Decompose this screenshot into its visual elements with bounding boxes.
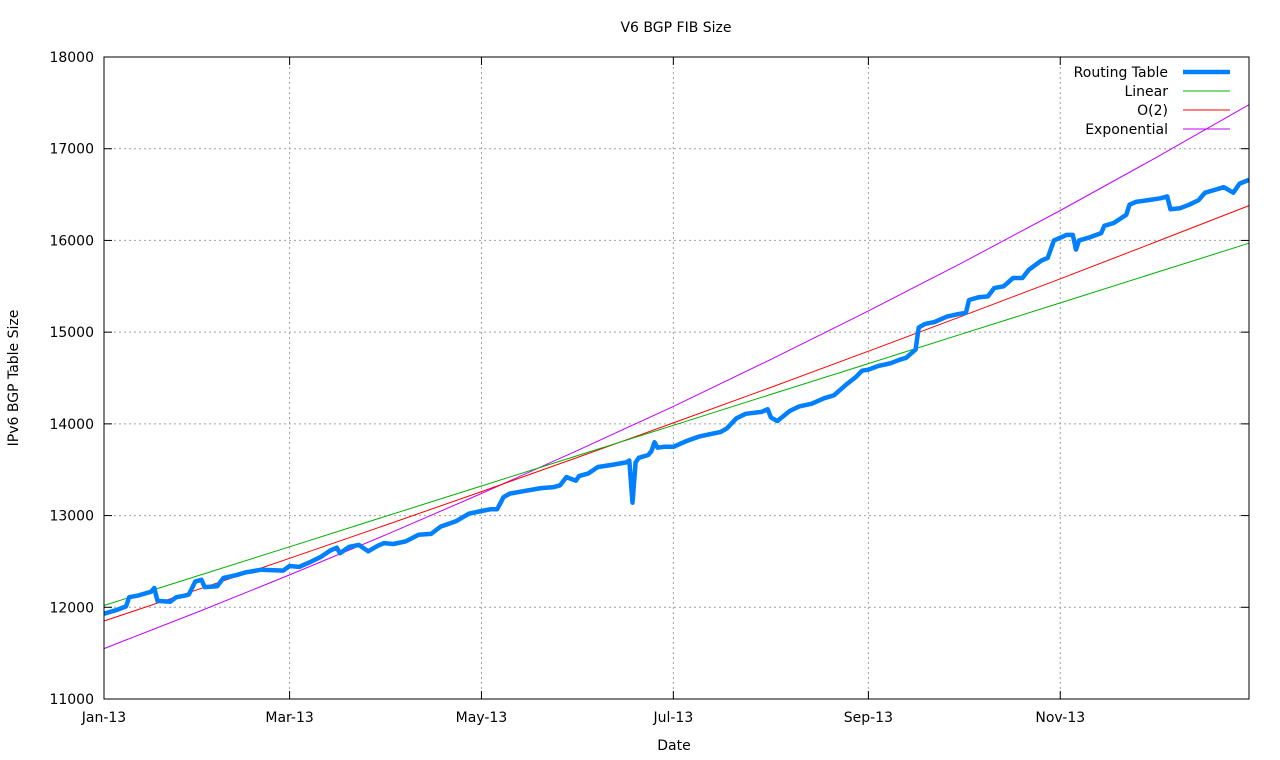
y-tick-label: 16000 bbox=[49, 233, 94, 249]
ticks: 11000 12000 13000 14000 15000 16000 17000 18000… bbox=[49, 50, 1249, 726]
legend-label: O(2) bbox=[1137, 103, 1168, 119]
y-tick-label: 12000 bbox=[49, 600, 94, 616]
x-tick-label: Sep-13 bbox=[844, 710, 893, 726]
y-tick-label: 14000 bbox=[49, 417, 94, 433]
plot-border bbox=[103, 56, 1250, 700]
y-tick-label: 13000 bbox=[49, 509, 94, 525]
series-line-linear bbox=[103, 242, 1250, 606]
legend-label: Routing Table bbox=[1074, 65, 1168, 81]
grid bbox=[104, 57, 1249, 699]
legend: Routing Table Linear O(2) Exponential bbox=[1074, 65, 1230, 138]
series-group bbox=[103, 104, 1250, 650]
y-tick-label: 17000 bbox=[49, 142, 94, 158]
y-tick-label: 15000 bbox=[49, 325, 94, 341]
y-tick-label: 18000 bbox=[49, 50, 94, 66]
series-line-exponential bbox=[103, 104, 1250, 650]
x-tick-label: Mar-13 bbox=[265, 710, 313, 726]
series-line-o-2- bbox=[103, 205, 1250, 622]
x-tick-label: Nov-13 bbox=[1035, 710, 1085, 726]
x-axis-label: Date bbox=[657, 738, 690, 754]
series-line-routing-table bbox=[103, 177, 1250, 616]
x-tick-label: Jan-13 bbox=[81, 710, 126, 726]
x-tick-label: May-13 bbox=[456, 710, 508, 726]
y-axis-label: IPv6 BGP Table Size bbox=[6, 310, 22, 447]
y-tick-label: 11000 bbox=[49, 692, 94, 708]
legend-label: Exponential bbox=[1085, 122, 1168, 138]
legend-label: Linear bbox=[1124, 84, 1168, 100]
x-tick-label: Jul-13 bbox=[652, 710, 693, 726]
chart-title: V6 BGP FIB Size bbox=[620, 20, 731, 36]
